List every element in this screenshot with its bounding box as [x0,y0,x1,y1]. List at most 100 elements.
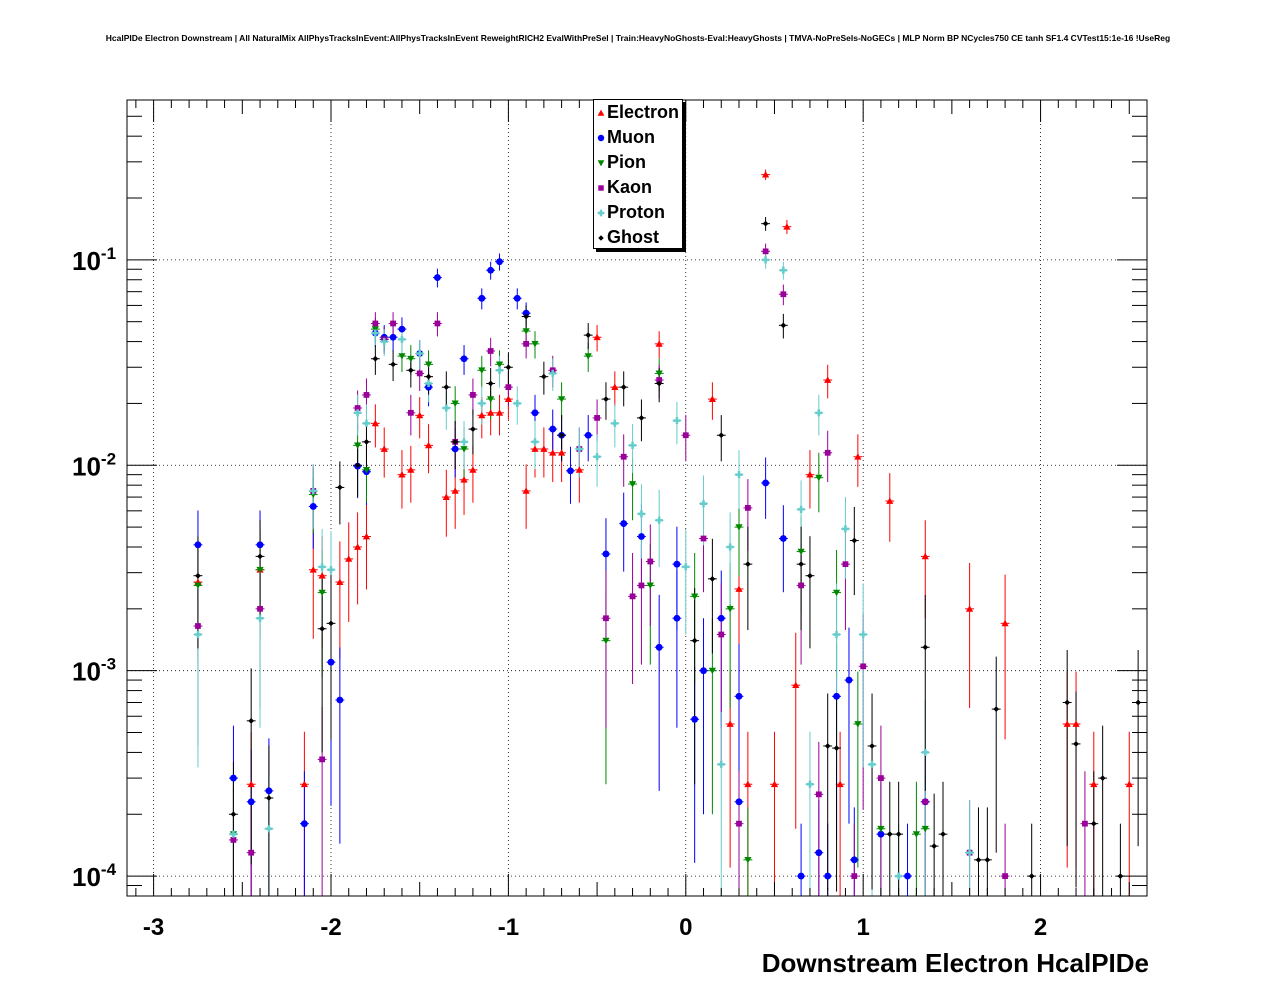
electron-point [495,409,504,416]
electron-point [806,471,814,478]
kaon-point [638,582,645,589]
legend-entry-electron: Electron [596,100,679,125]
proton-point [327,566,335,574]
electron-point [478,411,486,419]
ghost-point [354,462,361,469]
electron-point [824,376,832,383]
kaon-point [195,623,201,629]
pion-point [921,825,929,833]
electron-point [1072,720,1080,727]
proton-point [832,630,841,639]
proton-point [318,563,326,571]
ghost-point [558,432,565,439]
muon-point [797,872,805,880]
kaon-point [434,320,441,327]
muon-point [655,643,663,651]
ghost-point [807,572,813,579]
muon-point [762,479,770,487]
ghost-point [540,373,547,380]
ghost-point [603,396,609,402]
electron-point [247,780,255,788]
muon-point [824,872,832,880]
legend-marker-electron [596,108,606,118]
proton-point [779,266,787,274]
proton-point [380,337,388,346]
pion-point [354,442,362,449]
x-tick-label: -1 [498,914,519,941]
muon-point [700,667,707,675]
data-points [194,171,1142,880]
electron-point [540,445,548,452]
kaon-point [780,291,787,298]
muon-point [638,533,645,540]
x-tick-label: -3 [143,914,164,941]
electron-point [770,780,779,788]
proton-point [815,409,823,417]
electron-point [921,552,929,560]
ghost-point [1090,820,1097,827]
kaon-point [594,415,600,421]
muon-point [584,431,592,439]
pion-point [451,400,459,408]
legend-marker-ghost [596,233,606,243]
kaon-point [878,775,884,781]
legend-marker-muon [596,133,606,143]
electron-point [354,543,362,550]
electron-point [886,497,894,504]
electron-point [424,441,433,449]
muon-point [265,787,273,795]
ghost-point [443,384,450,391]
electron-point [611,383,619,391]
pion-point [708,667,716,675]
pion-point [478,367,486,374]
muon-point [496,258,503,266]
muon-point [389,333,397,341]
kaon-point [487,348,494,354]
kaon-point [372,320,379,327]
muon-point [735,692,743,700]
legend-symbol [598,234,604,241]
kaon-point [523,340,530,347]
plot-title: HcalPIDe Electron Downstream | All Natur… [105,33,1171,43]
ghost-point [319,625,326,632]
muon-point [549,425,557,433]
kaon-point [620,453,627,460]
kaon-point [470,392,476,398]
kaon-point [230,837,237,843]
ghost-point [691,637,698,644]
electron-point [318,572,326,579]
pion-point [362,466,371,474]
muon-point [327,658,335,666]
legend-entry-muon: Muon [596,125,655,150]
ghost-point [248,717,255,724]
electron-point [522,487,530,494]
ghost-point [638,415,645,421]
muon-point [673,614,681,622]
muon-point [779,535,787,542]
electron-point [416,411,424,419]
ghost-point [452,438,459,445]
kaon-point [354,405,361,411]
proton-point [726,543,734,551]
muon-point [620,520,628,528]
legend-label: Pion [607,152,646,172]
proton-point [895,872,903,880]
ghost-point [718,432,725,439]
ghost-point [328,620,334,627]
pion-point [646,582,654,590]
electron-point [398,471,406,478]
pion-point [558,396,566,403]
electron-point [549,449,557,456]
electron-point [300,780,308,788]
proton-point [921,748,929,757]
kaon-point [824,449,831,456]
muon-point [460,355,468,363]
ghost-point [363,438,370,445]
legend-symbol [597,159,605,166]
muon-point [531,409,539,417]
pion-point [522,328,530,335]
proton-point [762,256,770,264]
ghost-point [780,322,787,329]
electron-point [744,780,752,788]
ghost-point [620,384,627,391]
